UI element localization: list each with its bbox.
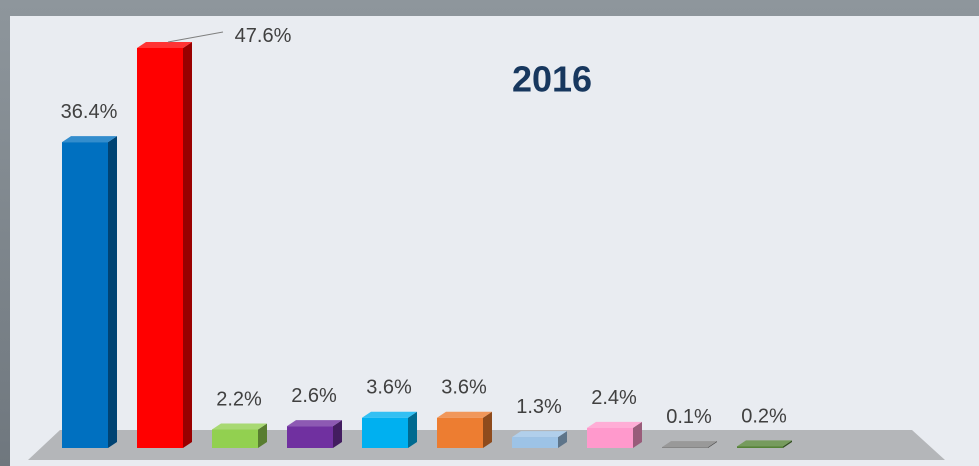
bar-top [587,421,642,428]
data-label: 2.2% [216,389,262,411]
data-label: 0.1% [666,406,712,428]
bar [137,48,183,448]
data-label: 3.6% [441,377,487,399]
bar [287,426,333,448]
leader-line [167,31,224,43]
bar [512,437,558,448]
data-label: 0.2% [741,405,787,427]
data-label: 2.6% [291,385,337,407]
bar-top [137,42,192,48]
data-label: 36.4% [61,101,118,123]
bar-side [708,441,717,448]
bar [662,447,708,448]
bar-top [62,136,117,143]
bar-top [287,420,342,427]
bar [62,142,108,448]
bar-side [333,420,342,448]
bar-top [737,440,792,447]
bar [362,417,408,448]
bar [587,427,633,448]
data-label: 47.6% [235,25,292,47]
bar-side [558,431,567,448]
chart-title: 2016 [512,59,592,100]
bar-side [408,411,417,448]
bar-side [183,42,192,448]
bar [737,446,783,448]
bar-top [212,423,267,430]
data-label: 2.4% [591,387,637,409]
bar-top [362,411,417,418]
bar-top [662,441,717,448]
bar-top [512,431,567,438]
data-label: 3.6% [366,377,412,399]
bar-side [108,136,117,448]
bar [437,417,483,448]
bar-side [633,421,642,448]
data-label: 1.3% [516,396,562,418]
bar-side [258,423,267,448]
bar-top [437,411,492,418]
bar-side [483,411,492,448]
bar [212,429,258,448]
bar-side [783,440,792,448]
